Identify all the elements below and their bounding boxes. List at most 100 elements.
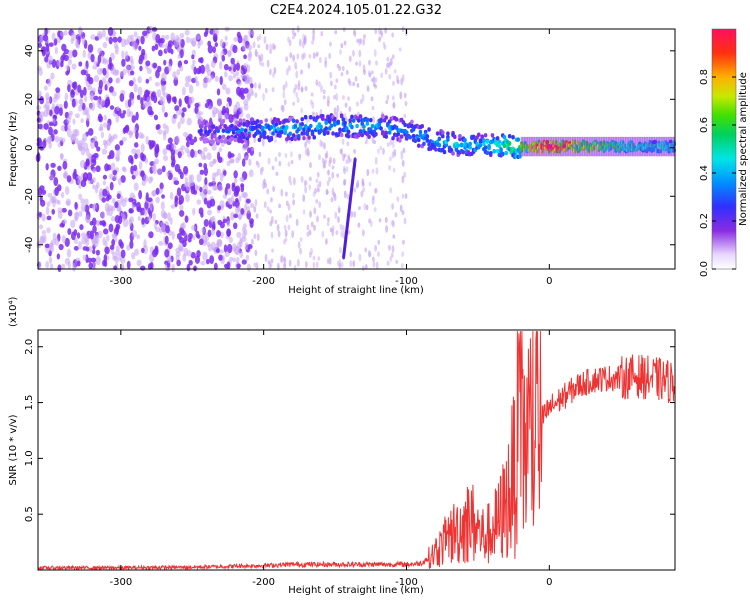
heatmap-noise-cell (62, 160, 68, 170)
heatmap-signal-cell (221, 134, 226, 140)
heatmap-signal-cell (435, 131, 440, 136)
heatmap-noise-cell (226, 97, 231, 103)
heatmap-noise-cell (389, 187, 393, 194)
heatmap-noise-cell (59, 222, 65, 228)
heatmap-noise-cell (188, 174, 192, 184)
heatmap-noise-cell (370, 77, 374, 83)
heatmap-noise-cell (60, 263, 66, 269)
heatmap-noise-cell (212, 158, 217, 164)
heatmap-noise-cell (138, 45, 142, 51)
heatmap-noise-cell (245, 254, 250, 261)
heatmap-noise-cell (47, 192, 53, 198)
heatmap-noise-cell (229, 153, 235, 158)
heatmap-noise-cell (361, 181, 365, 186)
heatmap-signal-cell (219, 138, 224, 144)
heatmap-noise-cell (72, 118, 76, 125)
heatmap-noise-cell (307, 62, 311, 69)
heatmap-signal-cell (230, 123, 234, 128)
heatmap-signal-cell (502, 143, 507, 149)
heatmap-noise-cell (258, 151, 262, 157)
heatmap-noise-cell (352, 81, 356, 87)
heatmap-signal-cell (449, 147, 454, 153)
heatmap-signal-cell (440, 133, 445, 139)
heatmap-noise-cell (152, 62, 158, 69)
heatmap-noise-cell (238, 213, 242, 220)
heatmap-noise-cell (250, 238, 254, 245)
heatmap-signal-halo (563, 136, 566, 157)
heatmap-noise-cell (45, 92, 50, 101)
heatmap-signal-cell (315, 115, 320, 120)
heatmap-noise-cell (115, 153, 121, 162)
heatmap-noise-cell (167, 258, 173, 264)
heatmap-noise-cell (380, 30, 383, 36)
heatmap-noise-cell (139, 265, 146, 271)
heatmap-signal-cell (482, 138, 486, 143)
heatmap-noise-cell (73, 229, 78, 236)
heatmap-noise-cell (243, 54, 247, 60)
heatmap-noise-cell (174, 105, 180, 112)
heatmap-noise-cell (156, 89, 162, 98)
heatmap-signal-halo (613, 136, 616, 157)
heatmap-noise-cell (82, 49, 86, 58)
heatmap-noise-cell (374, 28, 378, 35)
heatmap-signal-cell (446, 137, 450, 142)
heatmap-signal-cell (298, 125, 303, 130)
heatmap-noise-cell (90, 154, 97, 164)
heatmap-noise-cell (206, 78, 212, 83)
heatmap-noise-cell (295, 91, 299, 99)
heatmap-noise-cell (333, 193, 337, 202)
heatmap-signal-cell (237, 129, 241, 135)
heatmap-noise-cell (312, 111, 315, 117)
heatmap-noise-cell (348, 55, 352, 63)
heatmap-noise-cell (328, 52, 332, 60)
heatmap-noise-cell (137, 75, 142, 84)
heatmap-noise-cell (373, 206, 377, 212)
heatmap-noise-cell (358, 60, 362, 68)
colorbar-tick-label: 0.6 (699, 117, 710, 133)
heatmap-noise-cell (211, 172, 216, 181)
heatmap-noise-cell (293, 264, 297, 272)
heatmap-noise-cell (151, 190, 156, 197)
heatmap-noise-cell (107, 27, 114, 37)
heatmap-noise-cell (393, 148, 397, 157)
heatmap-noise-cell (37, 139, 43, 148)
heatmap-noise-cell (283, 239, 286, 245)
heatmap-noise-cell (194, 75, 198, 83)
heatmap-signal-cell (499, 147, 503, 152)
heatmap-noise-cell (188, 259, 193, 266)
heatmap-noise-cell (347, 154, 351, 160)
heatmap-noise-cell (283, 263, 287, 270)
heatmap-noise-cell (115, 77, 119, 84)
heatmap-noise-cell (228, 75, 233, 82)
heatmap-noise-cell (140, 143, 145, 153)
heatmap-noise-cell (367, 250, 371, 258)
heatmap-noise-cell (271, 248, 274, 253)
heatmap-signal-cell (384, 134, 389, 139)
heatmap-noise-cell (36, 105, 42, 111)
heatmap-noise-cell (115, 115, 120, 123)
heatmap-noise-cell (78, 26, 83, 34)
heatmap-noise-cell (284, 191, 288, 197)
snr-y-tick-label: 0.5 (24, 506, 35, 522)
heatmap-noise-cell (202, 80, 208, 89)
heatmap-signal-cell (483, 133, 488, 138)
heatmap-noise-cell (291, 35, 295, 40)
heatmap-noise-cell (198, 207, 204, 215)
heatmap-noise-cell (38, 211, 43, 218)
heatmap-noise-cell (298, 153, 302, 158)
heatmap-noise-cell (317, 81, 321, 88)
heatmap-noise-cell (302, 208, 306, 215)
heatmap-signal-cell (339, 113, 344, 118)
heatmap-noise-cell (356, 101, 359, 107)
heatmap-noise-cell (400, 154, 404, 160)
heatmap-noise-cell (239, 239, 243, 248)
heatmap-noise-cell (178, 243, 184, 252)
heatmap-noise-cell (392, 80, 395, 86)
heatmap-signal-cell (255, 119, 260, 124)
heatmap-noise-cell (273, 44, 276, 50)
heatmap-signal-cell (367, 134, 371, 140)
heatmap-noise-cell (94, 234, 98, 244)
heatmap-noise-cell (333, 107, 337, 115)
heatmap-noise-cell (289, 213, 292, 219)
heatmap-noise-cell (186, 250, 192, 257)
